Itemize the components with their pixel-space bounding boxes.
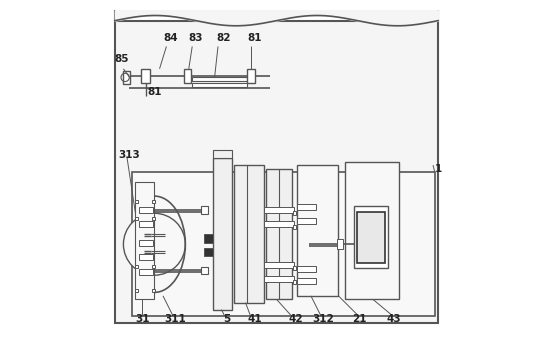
Text: 312: 312 <box>312 314 335 324</box>
FancyBboxPatch shape <box>135 289 138 292</box>
FancyBboxPatch shape <box>337 239 343 249</box>
Text: 84: 84 <box>163 33 178 43</box>
FancyBboxPatch shape <box>297 165 338 296</box>
FancyBboxPatch shape <box>192 77 247 81</box>
FancyBboxPatch shape <box>213 158 232 310</box>
FancyBboxPatch shape <box>297 266 316 272</box>
Circle shape <box>123 213 185 275</box>
FancyBboxPatch shape <box>139 207 153 213</box>
FancyBboxPatch shape <box>135 217 138 220</box>
Text: 43: 43 <box>387 314 401 324</box>
FancyBboxPatch shape <box>357 212 385 263</box>
Text: 313: 313 <box>118 150 140 160</box>
FancyBboxPatch shape <box>204 234 213 243</box>
Text: 41: 41 <box>247 314 262 324</box>
FancyBboxPatch shape <box>204 248 213 256</box>
FancyBboxPatch shape <box>233 165 264 303</box>
FancyBboxPatch shape <box>201 267 208 274</box>
FancyBboxPatch shape <box>264 262 294 268</box>
Text: 82: 82 <box>216 33 231 43</box>
FancyBboxPatch shape <box>201 206 208 214</box>
FancyBboxPatch shape <box>247 69 255 83</box>
Text: 1: 1 <box>435 164 442 174</box>
FancyBboxPatch shape <box>293 211 296 215</box>
FancyBboxPatch shape <box>152 289 155 292</box>
FancyBboxPatch shape <box>266 169 292 299</box>
FancyBboxPatch shape <box>293 225 296 229</box>
FancyBboxPatch shape <box>264 221 294 227</box>
FancyBboxPatch shape <box>345 162 399 299</box>
FancyBboxPatch shape <box>135 265 138 268</box>
FancyBboxPatch shape <box>140 69 150 83</box>
Text: 42: 42 <box>289 314 303 324</box>
FancyBboxPatch shape <box>139 221 153 227</box>
FancyBboxPatch shape <box>184 69 191 83</box>
FancyBboxPatch shape <box>135 200 138 203</box>
FancyBboxPatch shape <box>115 21 438 323</box>
Text: 85: 85 <box>115 54 129 64</box>
Text: 83: 83 <box>189 33 204 43</box>
FancyBboxPatch shape <box>132 172 435 316</box>
FancyBboxPatch shape <box>152 265 155 268</box>
Text: 81: 81 <box>148 87 162 97</box>
FancyBboxPatch shape <box>297 278 316 284</box>
Text: 311: 311 <box>165 314 186 324</box>
FancyBboxPatch shape <box>213 150 232 158</box>
FancyBboxPatch shape <box>293 266 296 270</box>
FancyBboxPatch shape <box>123 71 129 84</box>
FancyBboxPatch shape <box>297 204 316 210</box>
Text: 81: 81 <box>247 33 262 43</box>
FancyBboxPatch shape <box>354 206 388 268</box>
Text: 5: 5 <box>223 314 231 324</box>
FancyBboxPatch shape <box>152 200 155 203</box>
FancyBboxPatch shape <box>135 182 154 299</box>
FancyBboxPatch shape <box>192 83 247 87</box>
FancyBboxPatch shape <box>293 280 296 284</box>
FancyBboxPatch shape <box>139 269 153 275</box>
FancyBboxPatch shape <box>139 240 153 246</box>
FancyBboxPatch shape <box>139 254 153 260</box>
Text: 21: 21 <box>352 314 367 324</box>
FancyBboxPatch shape <box>297 218 316 224</box>
FancyBboxPatch shape <box>264 207 294 213</box>
Text: 31: 31 <box>135 314 150 324</box>
FancyBboxPatch shape <box>264 276 294 282</box>
FancyBboxPatch shape <box>152 217 155 220</box>
